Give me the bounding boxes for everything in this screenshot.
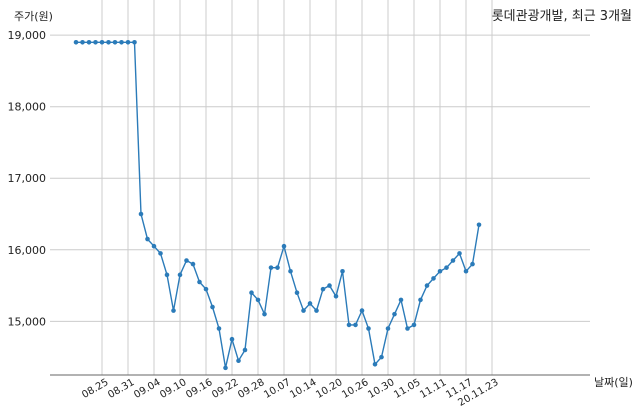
data-point: [190, 261, 196, 267]
x-tick-label: 08.31: [106, 377, 136, 401]
data-point: [379, 354, 384, 360]
data-point: [320, 286, 326, 292]
data-point: [210, 304, 215, 310]
data-point: [288, 268, 293, 274]
x-tick-label: 09.04: [132, 377, 162, 401]
x-tick-label: 09.10: [158, 377, 188, 401]
data-point: [132, 40, 137, 45]
data-point: [93, 40, 98, 45]
chart-title: 롯데관광개발, 최근 3개월: [492, 9, 632, 24]
data-point: [249, 290, 254, 296]
price-points: [73, 40, 482, 371]
x-tick-label: 11.11: [418, 377, 448, 401]
data-point: [314, 308, 319, 313]
data-point: [151, 243, 157, 249]
data-point: [99, 40, 105, 45]
data-point: [255, 297, 261, 303]
data-point: [476, 222, 482, 228]
y-tick-label: 18,000: [8, 101, 47, 114]
data-point: [106, 40, 111, 45]
data-point: [216, 326, 222, 331]
x-tick-label: 10.30: [366, 377, 396, 401]
data-point: [145, 236, 150, 242]
x-tick-label: 09.22: [210, 377, 240, 401]
x-tick-label: 11.05: [392, 377, 422, 401]
data-point: [223, 365, 228, 371]
data-point: [229, 336, 235, 342]
data-point: [177, 272, 183, 278]
data-point: [359, 308, 365, 313]
x-tick-label: 09.16: [184, 377, 214, 401]
data-point: [346, 322, 352, 328]
data-point: [424, 283, 430, 288]
data-point: [275, 265, 280, 270]
x-tick-labels: 08.2508.3109.0409.1009.1609.2209.2810.07…: [80, 377, 500, 409]
data-point: [268, 265, 274, 270]
data-point: [398, 297, 404, 303]
data-point: [450, 258, 456, 263]
data-point: [294, 290, 300, 296]
data-point: [418, 297, 423, 303]
data-point: [242, 347, 248, 353]
data-point: [457, 251, 462, 256]
data-point: [203, 286, 209, 292]
data-point: [158, 251, 163, 256]
data-point: [385, 326, 391, 331]
data-point: [327, 283, 332, 288]
data-point: [184, 258, 189, 263]
data-point: [119, 40, 124, 45]
price-series-line: [76, 41, 480, 368]
x-tick-label: 10.26: [340, 377, 370, 401]
data-point: [444, 265, 449, 270]
grid: [50, 0, 590, 375]
data-point: [470, 261, 475, 267]
y-axis-label: 주가(원): [14, 10, 53, 23]
data-point: [112, 40, 118, 45]
data-point: [431, 276, 436, 281]
y-tick-label: 17,000: [8, 172, 47, 185]
data-point: [353, 322, 358, 328]
data-point: [463, 268, 469, 274]
data-point: [171, 308, 176, 313]
y-tick-label: 19,000: [8, 29, 47, 42]
data-point: [197, 279, 202, 285]
data-point: [164, 272, 170, 278]
data-point: [411, 322, 417, 328]
data-point: [392, 311, 397, 317]
x-axis-label: 날짜(일): [594, 375, 633, 389]
data-point: [307, 301, 313, 306]
data-point: [405, 326, 410, 331]
data-point: [372, 361, 378, 367]
data-point: [262, 311, 267, 317]
data-point: [73, 40, 79, 45]
y-tick-label: 16,000: [8, 244, 47, 257]
x-tick-label: 10.20: [314, 377, 344, 401]
data-point: [340, 268, 345, 274]
data-point: [138, 211, 144, 217]
y-tick-labels: 15,000 16,000 17,000 18,000 19,000: [8, 29, 47, 328]
x-tick-label: 10.07: [262, 377, 292, 401]
x-tick-label: 08.25: [80, 377, 110, 401]
x-tick-label: 10.14: [288, 377, 318, 401]
data-point: [86, 40, 92, 45]
data-point: [366, 326, 371, 331]
data-point: [236, 358, 241, 363]
data-point: [80, 40, 85, 45]
data-point: [333, 293, 339, 299]
data-point: [301, 308, 306, 313]
y-tick-label: 15,000: [8, 315, 47, 328]
x-tick-label: 09.28: [236, 377, 266, 401]
data-point: [281, 243, 287, 249]
data-point: [125, 40, 131, 45]
data-point: [437, 268, 443, 274]
